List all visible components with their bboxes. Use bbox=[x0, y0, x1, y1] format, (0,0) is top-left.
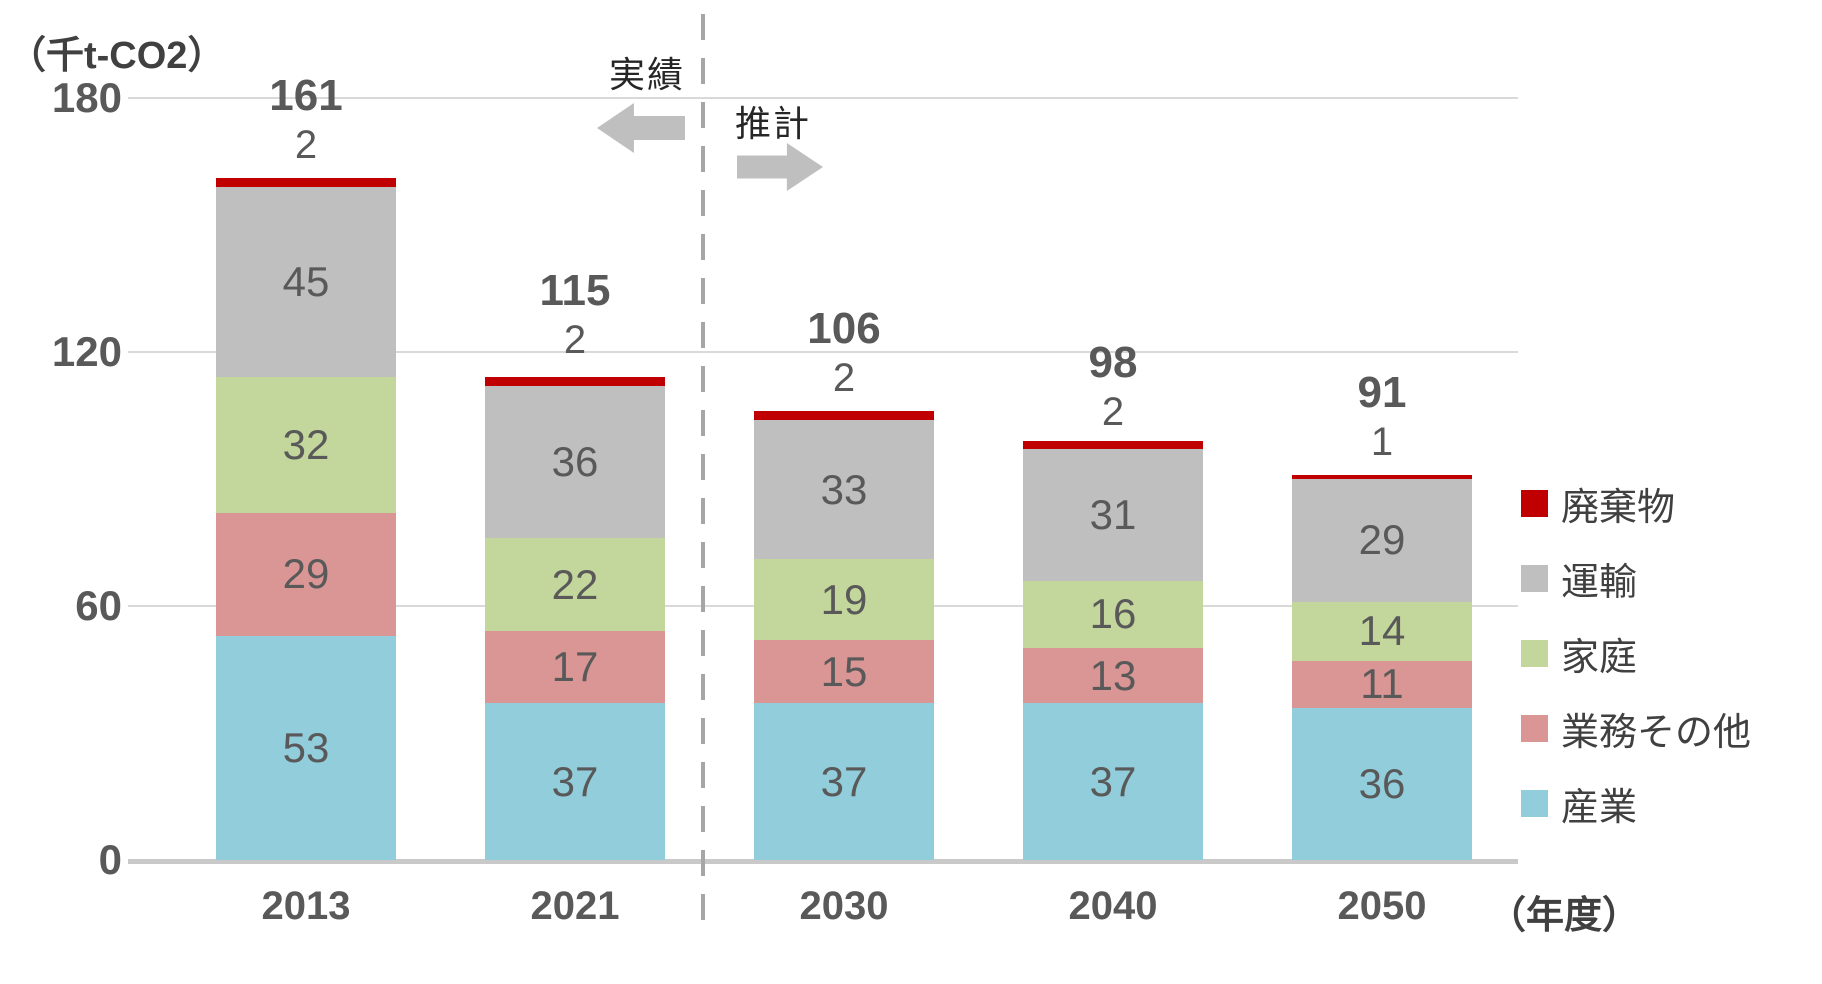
segment-value-label: 17 bbox=[551, 643, 599, 691]
x-axis-label-2030: 2030 bbox=[799, 884, 889, 928]
y-tick-label-60: 60 bbox=[75, 582, 122, 629]
segment-value-label: 13 bbox=[1089, 651, 1137, 699]
transport-legend-swatch-icon bbox=[1521, 564, 1548, 592]
bar-2013-segment-transport: 45 bbox=[216, 186, 396, 378]
total-label-2013: 161 bbox=[269, 71, 343, 121]
x-axis-label-2013: 2013 bbox=[261, 884, 351, 928]
segment-value-label: 36 bbox=[551, 438, 599, 486]
gridline-0 bbox=[128, 859, 1518, 864]
bar-2050-segment-waste bbox=[1292, 474, 1472, 479]
segment-value-label: 53 bbox=[282, 723, 330, 771]
legend-item-transport: 運輸 bbox=[1521, 558, 1637, 604]
bar-2021-segment-industry: 37 bbox=[485, 703, 665, 860]
waste-legend-swatch-icon bbox=[1521, 489, 1548, 517]
legend-label-transport: 運輸 bbox=[1561, 561, 1638, 604]
segment-value-label: 37 bbox=[820, 757, 868, 805]
bar-2040-segment-waste bbox=[1023, 440, 1203, 450]
legend-label-waste: 廃棄物 bbox=[1561, 486, 1676, 529]
bar-2050-segment-household: 14 bbox=[1292, 601, 1472, 662]
waste-value-label-2021: 2 bbox=[563, 318, 587, 363]
bar-2021-segment-business-other: 17 bbox=[485, 631, 665, 704]
bar-2050-segment-business-other: 11 bbox=[1292, 660, 1472, 708]
bar-2021-segment-waste bbox=[485, 377, 665, 386]
x-axis-label-2040: 2040 bbox=[1068, 884, 1158, 928]
waste-value-label-2030: 2 bbox=[832, 356, 856, 401]
legend-label-industry: 産業 bbox=[1561, 786, 1638, 829]
actual-left-arrow-icon bbox=[597, 103, 685, 153]
segment-value-label: 31 bbox=[1089, 490, 1137, 538]
actual-label: 実績 bbox=[609, 54, 686, 95]
segment-value-label: 37 bbox=[1089, 757, 1137, 805]
segment-value-label: 16 bbox=[1089, 590, 1137, 638]
household-legend-swatch-icon bbox=[1521, 639, 1548, 667]
bar-2030-segment-business-other: 15 bbox=[754, 639, 934, 704]
bar-2013-segment-waste bbox=[216, 178, 396, 187]
segment-value-label: 29 bbox=[1358, 516, 1406, 564]
total-label-2050: 91 bbox=[1357, 367, 1407, 417]
business-other-legend-swatch-icon bbox=[1521, 714, 1548, 742]
bar-2030-segment-waste bbox=[754, 411, 934, 420]
bar-2040-segment-business-other: 13 bbox=[1023, 648, 1203, 704]
bar-2013-segment-household: 32 bbox=[216, 377, 396, 513]
x-axis-label-2021: 2021 bbox=[530, 884, 620, 928]
estimate-right-arrow-icon bbox=[737, 143, 823, 191]
segment-value-label: 32 bbox=[282, 421, 330, 469]
y-axis-unit-label: （千t-CO2） bbox=[8, 35, 226, 77]
bar-2030-segment-household: 19 bbox=[754, 559, 934, 640]
legend-item-business-other: 業務その他 bbox=[1521, 708, 1751, 754]
legend-item-household: 家庭 bbox=[1521, 633, 1637, 679]
gridline-120 bbox=[128, 351, 1518, 353]
total-label-2030: 106 bbox=[807, 304, 881, 354]
legend-label-business-other: 業務その他 bbox=[1561, 711, 1752, 754]
segment-value-label: 15 bbox=[820, 647, 868, 695]
bar-2050-segment-industry: 36 bbox=[1292, 707, 1472, 860]
segment-value-label: 33 bbox=[820, 465, 868, 513]
x-axis-label-2050: 2050 bbox=[1337, 884, 1427, 928]
total-label-2040: 98 bbox=[1088, 338, 1138, 388]
bar-2040-segment-household: 16 bbox=[1023, 580, 1203, 649]
segment-value-label: 19 bbox=[820, 575, 868, 623]
waste-value-label-2050: 1 bbox=[1370, 419, 1394, 464]
x-axis-unit-label: （年度） bbox=[1488, 895, 1641, 937]
gridline-180 bbox=[128, 97, 1518, 99]
bar-2013-segment-business-other: 29 bbox=[216, 512, 396, 636]
total-label-2021: 115 bbox=[539, 266, 611, 316]
bar-2040-segment-industry: 37 bbox=[1023, 703, 1203, 860]
bar-2013-segment-industry: 53 bbox=[216, 635, 396, 860]
y-tick-label-120: 120 bbox=[51, 328, 122, 375]
segment-value-label: 36 bbox=[1358, 759, 1406, 807]
segment-value-label: 22 bbox=[551, 560, 599, 608]
y-tick-label-0: 0 bbox=[98, 836, 122, 883]
segment-value-label: 37 bbox=[551, 757, 599, 805]
bar-2030-segment-industry: 37 bbox=[754, 703, 934, 860]
legend-item-waste: 廃棄物 bbox=[1521, 483, 1675, 529]
estimate-label: 推計 bbox=[735, 103, 812, 144]
segment-value-label: 45 bbox=[282, 258, 330, 306]
waste-value-label-2040: 2 bbox=[1101, 390, 1125, 435]
segment-value-label: 29 bbox=[282, 550, 330, 598]
industry-legend-swatch-icon bbox=[1521, 789, 1548, 817]
actual-estimate-divider-line bbox=[701, 14, 705, 927]
waste-value-label-2013: 2 bbox=[294, 123, 318, 168]
bar-2050-segment-transport: 29 bbox=[1292, 479, 1472, 602]
bar-2021-segment-transport: 36 bbox=[485, 385, 665, 539]
legend-label-household: 家庭 bbox=[1561, 636, 1638, 679]
y-tick-label-180: 180 bbox=[51, 74, 122, 121]
bar-2040-segment-transport: 31 bbox=[1023, 449, 1203, 581]
legend-item-industry: 産業 bbox=[1521, 783, 1637, 829]
segment-value-label: 14 bbox=[1358, 607, 1406, 655]
segment-value-label: 11 bbox=[1360, 660, 1404, 708]
bar-2021-segment-household: 22 bbox=[485, 538, 665, 632]
bar-2030-segment-transport: 33 bbox=[754, 419, 934, 560]
